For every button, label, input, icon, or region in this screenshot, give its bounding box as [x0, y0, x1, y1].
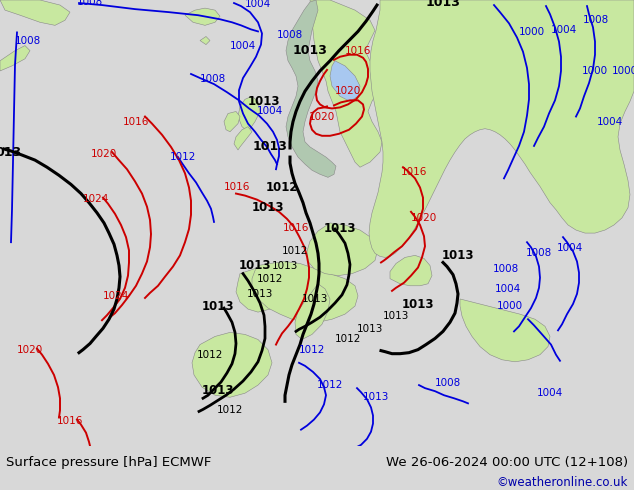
Text: 1013: 1013 [302, 294, 328, 304]
Text: 1024: 1024 [103, 291, 129, 301]
Polygon shape [295, 284, 330, 340]
Text: 1008: 1008 [583, 15, 609, 25]
Text: 1013: 1013 [425, 0, 460, 8]
Polygon shape [286, 0, 336, 177]
Text: 1012: 1012 [257, 274, 283, 284]
Text: 1013: 1013 [248, 95, 280, 108]
Text: 1000: 1000 [497, 301, 523, 311]
Text: 1008: 1008 [277, 30, 303, 41]
Text: 1012: 1012 [170, 152, 196, 162]
Text: 1008: 1008 [493, 264, 519, 273]
Polygon shape [238, 96, 260, 132]
Polygon shape [369, 0, 634, 257]
Text: 1020: 1020 [17, 344, 43, 355]
Polygon shape [236, 266, 300, 312]
Text: Surface pressure [hPa] ECMWF: Surface pressure [hPa] ECMWF [6, 456, 212, 469]
Text: 1013: 1013 [202, 384, 234, 397]
Text: 1004: 1004 [551, 25, 577, 35]
Text: 1008: 1008 [77, 0, 103, 7]
Polygon shape [192, 332, 272, 397]
Polygon shape [0, 0, 70, 25]
Text: 1013: 1013 [252, 141, 287, 153]
Polygon shape [234, 127, 252, 150]
Text: 1020: 1020 [91, 149, 117, 159]
Text: 1012: 1012 [197, 350, 223, 360]
Text: 1004: 1004 [257, 106, 283, 117]
Text: 1024: 1024 [83, 194, 109, 204]
Text: 1016: 1016 [123, 117, 149, 126]
Text: 1004: 1004 [537, 388, 563, 398]
Text: 1008: 1008 [526, 248, 552, 258]
Text: 1000: 1000 [582, 66, 608, 76]
Text: 1012: 1012 [335, 335, 361, 344]
Text: 1020: 1020 [335, 86, 361, 96]
Text: 1013: 1013 [272, 261, 298, 270]
Polygon shape [224, 112, 240, 132]
Text: 1013: 1013 [402, 297, 434, 311]
Text: 1000: 1000 [519, 27, 545, 37]
Polygon shape [390, 255, 432, 286]
Text: 1012: 1012 [217, 405, 243, 416]
Text: 1013: 1013 [324, 221, 356, 235]
Text: 1013: 1013 [383, 311, 409, 321]
Text: 1016: 1016 [283, 223, 309, 233]
Text: 1013: 1013 [442, 249, 474, 262]
Text: We 26-06-2024 00:00 UTC (12+108): We 26-06-2024 00:00 UTC (12+108) [385, 456, 628, 469]
Text: ©weatheronline.co.uk: ©weatheronline.co.uk [496, 476, 628, 489]
Text: 1004: 1004 [597, 117, 623, 126]
Text: 1008: 1008 [435, 378, 461, 388]
Polygon shape [252, 262, 358, 322]
Text: 1016: 1016 [57, 416, 83, 425]
Text: 1012: 1012 [317, 380, 343, 390]
Polygon shape [185, 8, 220, 25]
Polygon shape [0, 46, 30, 71]
Text: 1000: 1000 [612, 66, 634, 76]
Text: 1020: 1020 [411, 213, 437, 223]
Polygon shape [460, 299, 550, 362]
Text: 1004: 1004 [557, 244, 583, 253]
Polygon shape [310, 0, 382, 167]
Text: 1012: 1012 [266, 181, 298, 194]
Text: 1013: 1013 [252, 201, 284, 214]
Text: 1013: 1013 [292, 44, 327, 57]
Text: 1004: 1004 [245, 0, 271, 9]
Polygon shape [200, 36, 210, 45]
Text: 1013: 1013 [239, 259, 271, 272]
Text: 1004: 1004 [230, 41, 256, 50]
Text: 1016: 1016 [224, 182, 250, 193]
Text: 1016: 1016 [401, 167, 427, 177]
Text: 1020: 1020 [309, 112, 335, 122]
Text: 1012: 1012 [299, 344, 325, 355]
Polygon shape [307, 223, 378, 276]
Text: 1013: 1013 [202, 299, 234, 313]
Text: 1013: 1013 [247, 289, 273, 299]
Text: 1016: 1016 [345, 46, 371, 56]
Text: 1013: 1013 [357, 324, 383, 334]
Text: 1008: 1008 [200, 74, 226, 84]
Text: 1004: 1004 [495, 284, 521, 294]
Text: 013: 013 [0, 146, 21, 158]
Text: 1012: 1012 [281, 246, 308, 256]
Text: 1008: 1008 [15, 36, 41, 46]
Text: 1013: 1013 [363, 392, 389, 402]
Polygon shape [330, 61, 360, 101]
